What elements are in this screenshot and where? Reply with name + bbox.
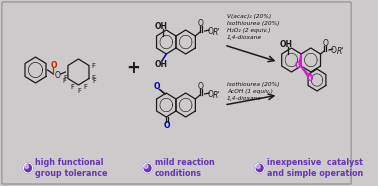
Text: F: F xyxy=(91,63,95,69)
Text: R': R' xyxy=(213,91,220,100)
Text: Isothiourea (20%)
AcOH (1 equiv.)
1,4-dioxane: Isothiourea (20%) AcOH (1 equiv.) 1,4-di… xyxy=(227,82,279,101)
Text: F: F xyxy=(91,75,95,81)
Circle shape xyxy=(25,164,28,169)
Circle shape xyxy=(255,163,264,173)
Text: high functional
group tolerance: high functional group tolerance xyxy=(36,158,108,178)
Text: O: O xyxy=(322,39,328,47)
Circle shape xyxy=(23,163,33,173)
Text: OH: OH xyxy=(154,60,167,68)
Text: mild reaction
conditions: mild reaction conditions xyxy=(155,158,215,178)
Text: OH: OH xyxy=(154,22,167,31)
Text: +: + xyxy=(127,59,141,77)
Text: F: F xyxy=(83,84,87,90)
Text: F: F xyxy=(93,78,96,84)
Circle shape xyxy=(144,164,148,169)
Text: O: O xyxy=(198,81,204,91)
Text: F: F xyxy=(62,78,66,84)
Text: O: O xyxy=(164,121,170,131)
Text: O: O xyxy=(208,89,213,99)
FancyBboxPatch shape xyxy=(2,2,351,184)
Text: V(acac)₂ (20%)
Isothiourea (20%)
H₂O₂ (2 equiv.)
1,4-dioxane: V(acac)₂ (20%) Isothiourea (20%) H₂O₂ (2… xyxy=(227,14,279,40)
Text: O: O xyxy=(55,71,61,80)
Text: F: F xyxy=(70,84,74,90)
Text: O: O xyxy=(154,81,160,91)
Text: O: O xyxy=(295,60,302,70)
Text: OH: OH xyxy=(279,39,292,49)
Circle shape xyxy=(143,163,152,173)
Text: O: O xyxy=(331,46,336,54)
Text: O: O xyxy=(50,60,57,70)
Text: inexpensive  catalyst
and simple operation: inexpensive catalyst and simple operatio… xyxy=(267,158,363,178)
Circle shape xyxy=(256,164,260,169)
Text: F: F xyxy=(64,75,67,81)
Text: O: O xyxy=(208,26,213,36)
Text: F: F xyxy=(77,88,81,94)
Text: R': R' xyxy=(336,46,344,55)
Text: O: O xyxy=(306,73,313,83)
Text: R': R' xyxy=(213,28,220,36)
Text: O: O xyxy=(198,18,204,28)
